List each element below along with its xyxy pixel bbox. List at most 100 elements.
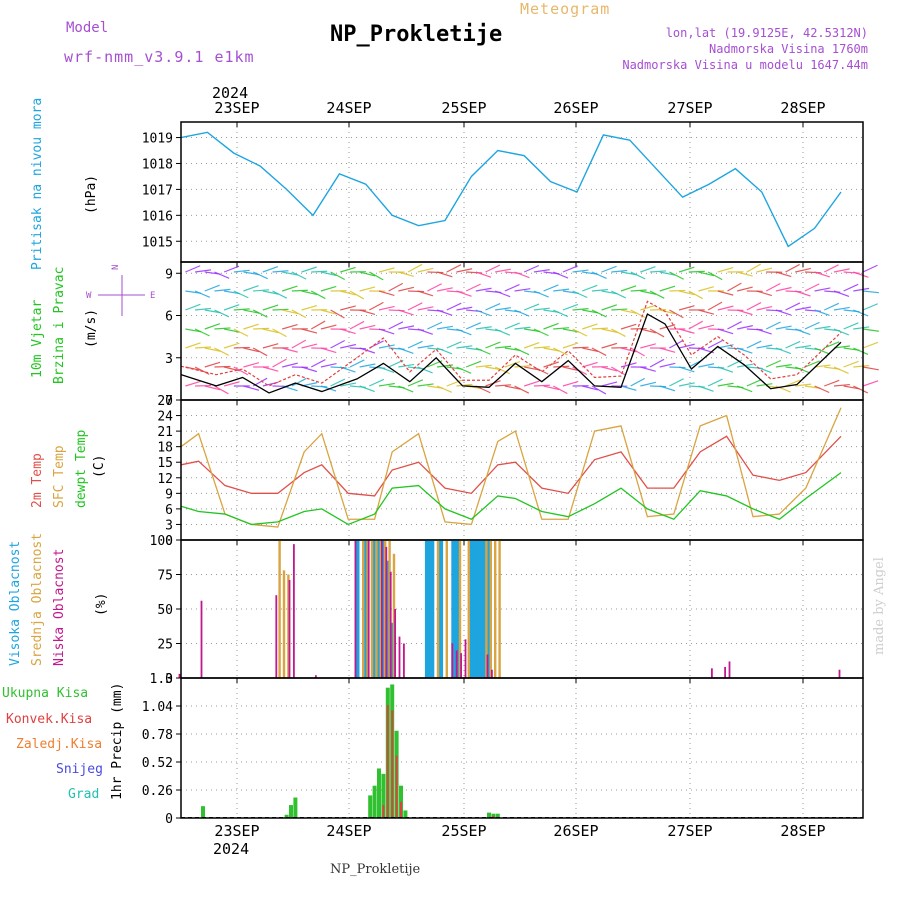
- wind-arrow: [591, 385, 607, 395]
- precip-conv-bar: [395, 755, 398, 818]
- precip-label-hail: Grad: [68, 787, 100, 802]
- wind-arrow: [543, 322, 559, 330]
- wind-arrow: [523, 264, 540, 273]
- wind-arrow: [611, 366, 626, 376]
- wind-arrow: [659, 362, 676, 368]
- wind-arrow: [620, 323, 637, 330]
- y-tick-label: 3: [165, 352, 173, 367]
- wind-arrow: [252, 271, 268, 280]
- wind-arrow: [262, 366, 279, 372]
- wind-arrow: [640, 366, 656, 372]
- wind-arrow: [746, 302, 762, 311]
- wind-arrow: [533, 307, 550, 311]
- wind-arrow: [756, 267, 773, 273]
- wind-arrow: [262, 304, 279, 311]
- wind-arrow: [494, 328, 511, 336]
- wind-arrow: [485, 264, 501, 273]
- wind-arrow: [417, 366, 433, 374]
- wind-arrow: [194, 328, 210, 337]
- wind-arrow: [688, 290, 704, 300]
- wind-arrow: [494, 366, 510, 375]
- wind-arrow: [562, 303, 579, 311]
- wind-arrow: [436, 271, 453, 278]
- wind-arrow: [640, 381, 657, 387]
- wind-arrow: [775, 309, 792, 316]
- wind-arrow: [456, 290, 472, 297]
- y-tick-label: 0.52: [142, 756, 173, 771]
- wind-arrow: [504, 283, 520, 292]
- cloud-high-bar: [451, 540, 457, 678]
- wind-arrow: [572, 269, 589, 273]
- wind-arrow: [804, 360, 820, 368]
- y-tick-label: 15: [157, 456, 173, 471]
- wind-arrow: [737, 286, 753, 292]
- wind-arrow: [833, 383, 850, 387]
- wind-arrow: [388, 309, 405, 312]
- wind-arrow: [678, 290, 695, 296]
- wind-arrow: [214, 288, 231, 292]
- wind-arrow: [862, 380, 879, 387]
- model-name: wrf-nmm_v3.9.1 e1km: [64, 48, 255, 66]
- wind-arrow: [340, 305, 356, 311]
- wind-arrow: [688, 347, 705, 350]
- wind-arrow: [756, 290, 773, 297]
- precip-total-bar: [201, 806, 205, 818]
- wind-arrow: [707, 378, 723, 387]
- cloud-high-bar: [438, 540, 444, 678]
- cloud-mid-bar: [392, 553, 396, 678]
- cloud-high-bar: [376, 540, 382, 678]
- wind-arrow: [340, 266, 356, 273]
- wind-arrow: [262, 266, 279, 273]
- wind-arrow: [233, 346, 250, 349]
- wind-arrow: [417, 290, 434, 297]
- wind-arrow: [678, 382, 695, 387]
- wind-arrow: [495, 268, 512, 273]
- wind-arrow: [659, 285, 676, 292]
- precip-conv-bar: [400, 801, 402, 818]
- wind-arrow: [214, 365, 231, 368]
- wind-arrow: [562, 342, 579, 349]
- wind-arrow: [223, 304, 240, 311]
- page-title: NP_Prokletije: [330, 22, 503, 47]
- y-tick-label: 0: [165, 812, 173, 827]
- wind-arrow: [640, 290, 657, 295]
- wind-arrow: [262, 328, 279, 334]
- cloud-high-bar: [477, 540, 483, 678]
- wind-arrow: [195, 346, 212, 349]
- wind-arrow: [310, 290, 326, 300]
- cloud-mid-bar: [375, 540, 378, 678]
- wind-arrow: [330, 271, 346, 281]
- compass-n: N: [111, 265, 121, 270]
- wind-arrow: [582, 385, 598, 391]
- wind-arrow: [698, 309, 715, 315]
- wind-arrow: [582, 309, 599, 314]
- cloud-high-bar: [372, 540, 378, 678]
- wind-arrow: [659, 347, 676, 353]
- wind-arrow: [717, 290, 734, 296]
- wind-arrow: [795, 267, 811, 273]
- wind-arrow: [272, 358, 287, 368]
- y-tick-label: 25: [157, 638, 173, 653]
- wind-arrow: [282, 324, 298, 330]
- wind-arrow: [349, 320, 365, 330]
- cloud-low-bar: [381, 540, 383, 678]
- wind-arrow: [572, 308, 589, 311]
- wind-arrow: [204, 347, 221, 352]
- y-tick-label: 1019: [142, 132, 173, 147]
- wind-arrow: [223, 342, 240, 349]
- wind-arrow: [737, 325, 753, 330]
- wind-arrow: [640, 328, 657, 334]
- wind-arrow: [427, 271, 444, 274]
- wind-arrow: [504, 385, 521, 390]
- wind-arrow: [301, 304, 318, 311]
- wind-arrow: [456, 345, 473, 349]
- cloud-mid-bar: [445, 540, 448, 678]
- precip-total-bar: [487, 812, 491, 818]
- wind-arrow: [407, 379, 424, 387]
- wind-arrow: [282, 271, 299, 276]
- cloud-mid-bar: [362, 540, 365, 678]
- wind-arrow: [620, 385, 637, 391]
- cloud-low-bar: [389, 571, 392, 678]
- x-tick-label-bottom: 24SEP: [326, 822, 371, 840]
- precip-total-bar: [368, 795, 373, 818]
